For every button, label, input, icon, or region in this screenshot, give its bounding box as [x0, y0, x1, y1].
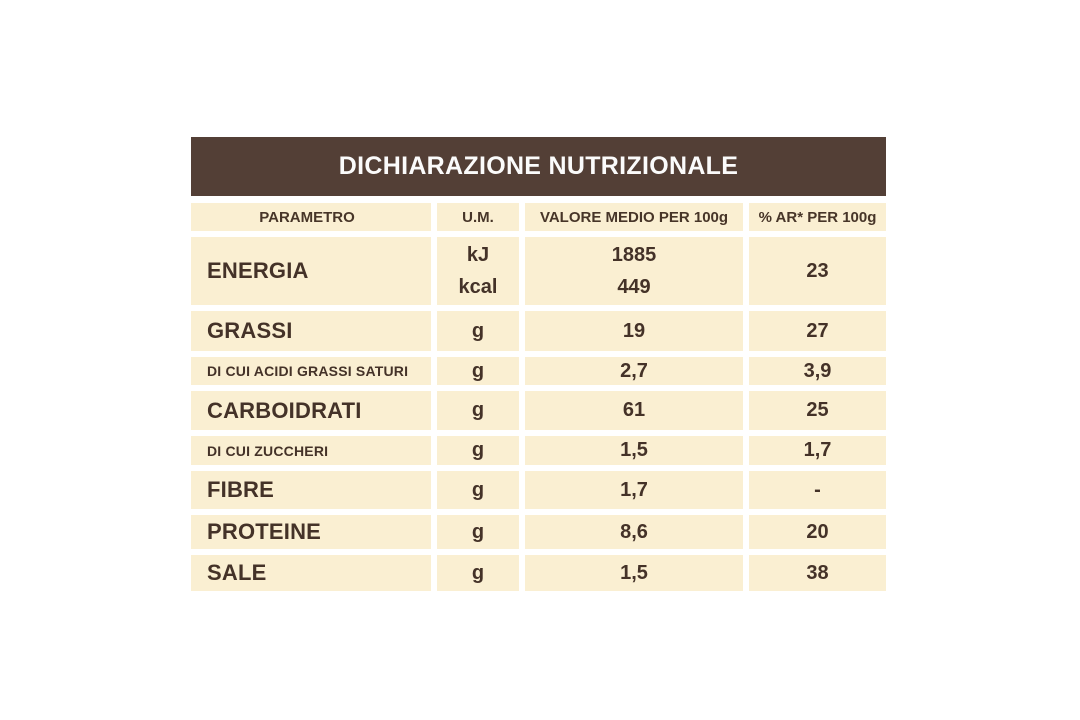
table-title-bar: DICHIARAZIONE NUTRIZIONALE [191, 137, 886, 196]
table-row-grassi: GRASSI g 19 27 [191, 311, 886, 351]
um-value: g [471, 359, 485, 382]
ar-cell: 1,7 [749, 436, 886, 465]
param-cell: GRASSI [191, 311, 431, 351]
um-cell: g [437, 555, 519, 591]
value: 2,7 [620, 359, 648, 382]
table-row-sale: SALE g 1,5 38 [191, 555, 886, 591]
column-header-row: PARAMETRO U.M. VALORE MEDIO PER 100g % A… [191, 203, 886, 231]
um-cell: g [437, 311, 519, 351]
column-header-um: U.M. [437, 203, 519, 231]
column-header-valore-medio: VALORE MEDIO PER 100g [525, 203, 743, 231]
ar-value: 20 [806, 520, 829, 543]
value: 1,7 [620, 478, 648, 501]
ar-cell: 25 [749, 391, 886, 430]
param-label: CARBOIDRATI [207, 397, 362, 423]
ar-cell: 20 [749, 515, 886, 549]
um-value-kj: kJ [466, 243, 490, 266]
param-cell: DI CUI ACIDI GRASSI SATURI [191, 357, 431, 385]
value: 61 [622, 399, 646, 421]
ar-cell: 27 [749, 311, 886, 351]
param-label: ENERGIA [207, 258, 309, 283]
value-cell: 1885 449 [525, 237, 743, 305]
ar-cell: 38 [749, 555, 886, 591]
table-row-zuccheri: DI CUI ZUCCHERI g 1,5 1,7 [191, 436, 886, 465]
value-cell: 1,5 [525, 436, 743, 465]
param-label: DI CUI ACIDI GRASSI SATURI [207, 363, 409, 379]
column-header-parametro: PARAMETRO [191, 203, 431, 231]
ar-value: - [814, 478, 821, 501]
value: 1,5 [620, 439, 648, 461]
table-row-carboidrati: CARBOIDRATI g 61 25 [191, 391, 886, 430]
param-cell: SALE [191, 555, 431, 591]
value-cell: 8,6 [525, 515, 743, 549]
param-cell: CARBOIDRATI [191, 391, 431, 430]
value-kcal: 449 [617, 276, 651, 298]
ar-value: 27 [806, 319, 829, 342]
table-title: DICHIARAZIONE NUTRIZIONALE [338, 152, 739, 180]
value-cell: 61 [525, 391, 743, 430]
um-value: g [471, 399, 485, 421]
um-value: g [471, 561, 485, 584]
um-cell: g [437, 391, 519, 430]
ar-cell: 23 [749, 237, 886, 305]
value-cell: 2,7 [525, 357, 743, 385]
value-cell: 1,7 [525, 471, 743, 509]
um-cell: g [437, 471, 519, 509]
ar-value: 23 [806, 259, 829, 282]
um-value: g [471, 319, 485, 342]
table-row-acidi-grassi-saturi: DI CUI ACIDI GRASSI SATURI g 2,7 3,9 [191, 357, 886, 385]
table-row-proteine: PROTEINE g 8,6 20 [191, 515, 886, 549]
param-label: DI CUI ZUCCHERI [207, 442, 329, 459]
table-row-fibre: FIBRE g 1,7 - [191, 471, 886, 509]
ar-value: 3,9 [803, 359, 832, 382]
ar-cell: 3,9 [749, 357, 886, 385]
param-cell: DI CUI ZUCCHERI [191, 436, 431, 465]
param-label: GRASSI [207, 318, 293, 343]
param-label: FIBRE [207, 477, 274, 502]
table-row-energia: ENERGIA kJ kcal 1885 449 23 [191, 237, 886, 305]
param-cell: ENERGIA [191, 237, 431, 305]
ar-value: 38 [806, 561, 829, 584]
column-header-ar: % AR* PER 100g [749, 203, 886, 231]
um-value: g [471, 478, 485, 501]
um-value: g [471, 520, 485, 543]
ar-value: 25 [806, 399, 829, 421]
value-kj: 1885 [611, 243, 657, 266]
ar-cell: - [749, 471, 886, 509]
value: 8,6 [620, 520, 648, 543]
param-cell: FIBRE [191, 471, 431, 509]
um-cell: g [437, 515, 519, 549]
um-cell: g [437, 436, 519, 465]
value: 1,5 [620, 561, 648, 584]
nutrition-declaration-table: DICHIARAZIONE NUTRIZIONALE PARAMETRO U.M… [191, 137, 886, 597]
um-value: g [471, 439, 485, 461]
param-label: SALE [207, 560, 267, 585]
param-label: PROTEINE [207, 519, 322, 544]
value-cell: 19 [525, 311, 743, 351]
um-value-kcal: kcal [458, 276, 498, 298]
value: 19 [622, 319, 646, 342]
um-cell: kJ kcal [437, 237, 519, 305]
ar-value: 1,7 [803, 439, 832, 461]
um-cell: g [437, 357, 519, 385]
param-cell: PROTEINE [191, 515, 431, 549]
value-cell: 1,5 [525, 555, 743, 591]
